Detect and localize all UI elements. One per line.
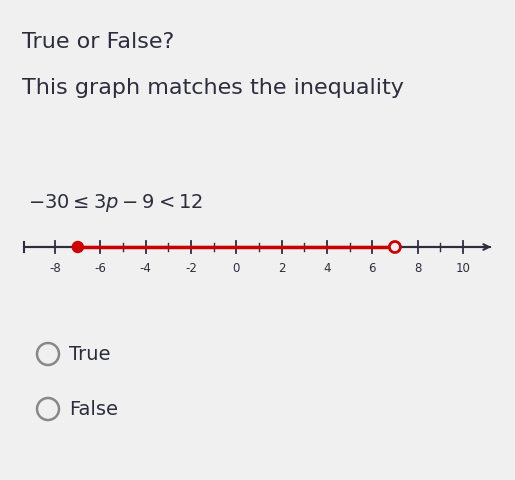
Text: True or False?: True or False? xyxy=(22,32,174,52)
Text: 6: 6 xyxy=(369,262,376,275)
Text: 4: 4 xyxy=(323,262,331,275)
Text: -8: -8 xyxy=(49,262,61,275)
Text: -2: -2 xyxy=(185,262,197,275)
Text: 0: 0 xyxy=(233,262,240,275)
Text: $-30 \leq 3p-9 < 12$: $-30 \leq 3p-9 < 12$ xyxy=(28,192,203,214)
Text: 10: 10 xyxy=(455,262,470,275)
Circle shape xyxy=(72,242,83,253)
Text: -4: -4 xyxy=(140,262,152,275)
Text: True: True xyxy=(69,345,111,364)
Text: -6: -6 xyxy=(95,262,107,275)
Text: False: False xyxy=(69,400,118,419)
Circle shape xyxy=(37,398,59,420)
Circle shape xyxy=(389,242,400,253)
Text: 2: 2 xyxy=(278,262,285,275)
Text: This graph matches the inequality: This graph matches the inequality xyxy=(22,78,404,98)
Circle shape xyxy=(37,343,59,365)
Text: 8: 8 xyxy=(414,262,421,275)
